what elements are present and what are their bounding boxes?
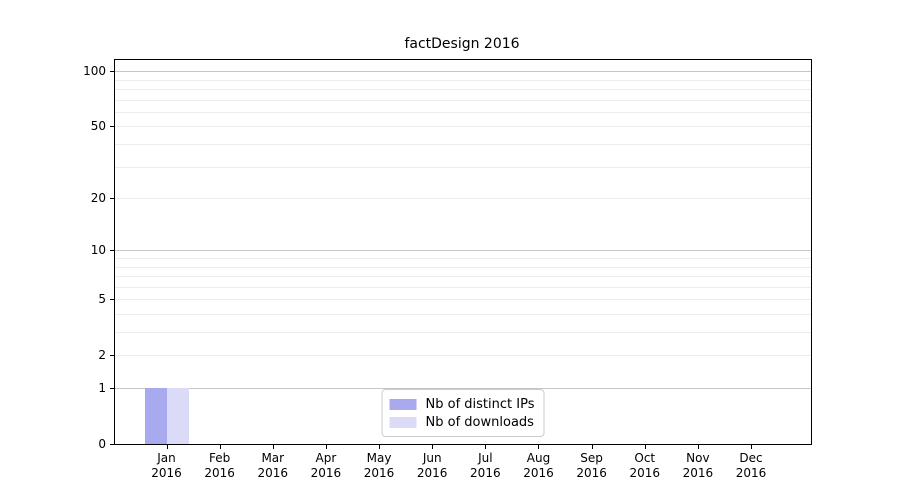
x-tick-year: 2016 (735, 466, 767, 480)
minor-gridline (115, 257, 811, 259)
minor-gridline (115, 111, 811, 113)
y-tick-label: 0 (98, 437, 106, 451)
bar-nb-of-distinct-ips (144, 388, 167, 444)
legend-swatch (389, 416, 417, 428)
x-tick-year: 2016 (629, 466, 661, 480)
y-tick-label: 10 (90, 243, 106, 258)
minor-gridline (115, 126, 811, 128)
legend-label: Nb of distinct IPs (425, 396, 535, 412)
x-tick-month: Feb (209, 451, 231, 465)
x-tick-label: Jan 2016 (137, 451, 197, 481)
y-tick-mark (110, 388, 114, 389)
x-tick-mark (325, 445, 327, 449)
major-gridline (115, 71, 811, 73)
x-tick-year: 2016 (523, 466, 554, 480)
x-tick-year: 2016 (257, 466, 289, 480)
x-tick-label: May 2016 (349, 451, 409, 481)
y-tick-mark (110, 126, 114, 128)
y-tick-mark (110, 250, 114, 252)
x-tick-mark (485, 445, 487, 449)
x-tick-year: 2016 (682, 466, 714, 480)
x-tick-year: 2016 (151, 466, 182, 480)
minor-gridline (115, 313, 811, 315)
minor-gridline (115, 332, 811, 333)
y-tick-mark (110, 444, 114, 445)
x-tick-year: 2016 (470, 466, 501, 480)
minor-gridline (115, 276, 811, 278)
y-tick-label: 5 (98, 292, 106, 307)
x-tick-mark (591, 445, 593, 449)
legend: Nb of distinct IPs Nb of downloads (381, 389, 545, 437)
x-tick-mark (697, 445, 699, 449)
x-tick-year: 2016 (363, 466, 395, 480)
major-gridline (115, 250, 811, 252)
x-tick-month: Jan (157, 451, 176, 465)
minor-gridline (115, 355, 811, 357)
minor-gridline (115, 198, 811, 200)
minor-gridline (115, 99, 811, 101)
x-tick-mark (379, 445, 381, 449)
bar-nb-of-downloads (166, 388, 189, 444)
y-tick-mark (110, 71, 114, 73)
x-tick-month: Oct (634, 451, 656, 465)
minor-gridline (115, 286, 811, 288)
x-tick-mark (166, 445, 168, 449)
major-gridline (115, 388, 811, 389)
x-tick-label: Oct 2016 (615, 451, 675, 481)
minor-gridline (115, 266, 811, 268)
legend-label: Nb of downloads (425, 414, 534, 430)
plot-area: Nb of distinct IPs Nb of downloads (114, 59, 812, 445)
y-tick-label: 1 (98, 381, 106, 395)
x-tick-mark (219, 445, 221, 449)
x-tick-month: Jun (422, 451, 442, 465)
x-tick-label: Sep 2016 (562, 451, 622, 481)
x-tick-month: Mar (261, 451, 285, 465)
x-tick-label: Nov 2016 (668, 451, 728, 481)
x-tick-month: Jul (478, 451, 493, 465)
minor-gridline (115, 166, 811, 168)
x-tick-month: Dec (739, 451, 763, 465)
legend-swatch (389, 398, 417, 410)
x-tick-year: 2016 (576, 466, 607, 480)
x-tick-month: Sep (580, 451, 603, 465)
minor-gridline (115, 144, 811, 145)
x-tick-month: Aug (526, 451, 551, 465)
y-tick-mark (110, 355, 114, 357)
y-tick-label: 100 (83, 64, 106, 79)
y-tick-label: 2 (98, 348, 106, 363)
x-tick-mark (272, 445, 274, 449)
x-tick-label: Mar 2016 (243, 451, 303, 481)
x-tick-mark (751, 445, 753, 449)
chart-title: factDesign 2016 (404, 36, 520, 52)
y-tick-label: 20 (90, 191, 106, 206)
minor-gridline (115, 89, 811, 90)
x-tick-mark (432, 445, 434, 449)
x-tick-label: Apr 2016 (296, 451, 356, 481)
y-tick-label: 50 (90, 119, 106, 134)
minor-gridline (115, 299, 811, 301)
x-tick-year: 2016 (310, 466, 342, 480)
x-tick-mark (538, 445, 540, 449)
legend-entry: Nb of downloads (389, 413, 535, 431)
minor-gridline (115, 79, 811, 81)
x-tick-month: May (366, 451, 392, 465)
x-tick-year: 2016 (204, 466, 235, 480)
y-tick-mark (110, 198, 114, 200)
x-tick-label: Dec 2016 (721, 451, 781, 481)
x-tick-month: Apr (315, 451, 337, 465)
x-tick-label: Jul 2016 (455, 451, 515, 481)
x-tick-label: Jun 2016 (402, 451, 462, 481)
legend-entry: Nb of distinct IPs (389, 395, 535, 413)
x-tick-year: 2016 (416, 466, 448, 480)
x-tick-month: Nov (686, 451, 710, 465)
x-tick-mark (644, 445, 646, 449)
x-tick-label: Feb 2016 (190, 451, 250, 481)
y-tick-mark (110, 299, 114, 301)
x-tick-label: Aug 2016 (508, 451, 568, 481)
